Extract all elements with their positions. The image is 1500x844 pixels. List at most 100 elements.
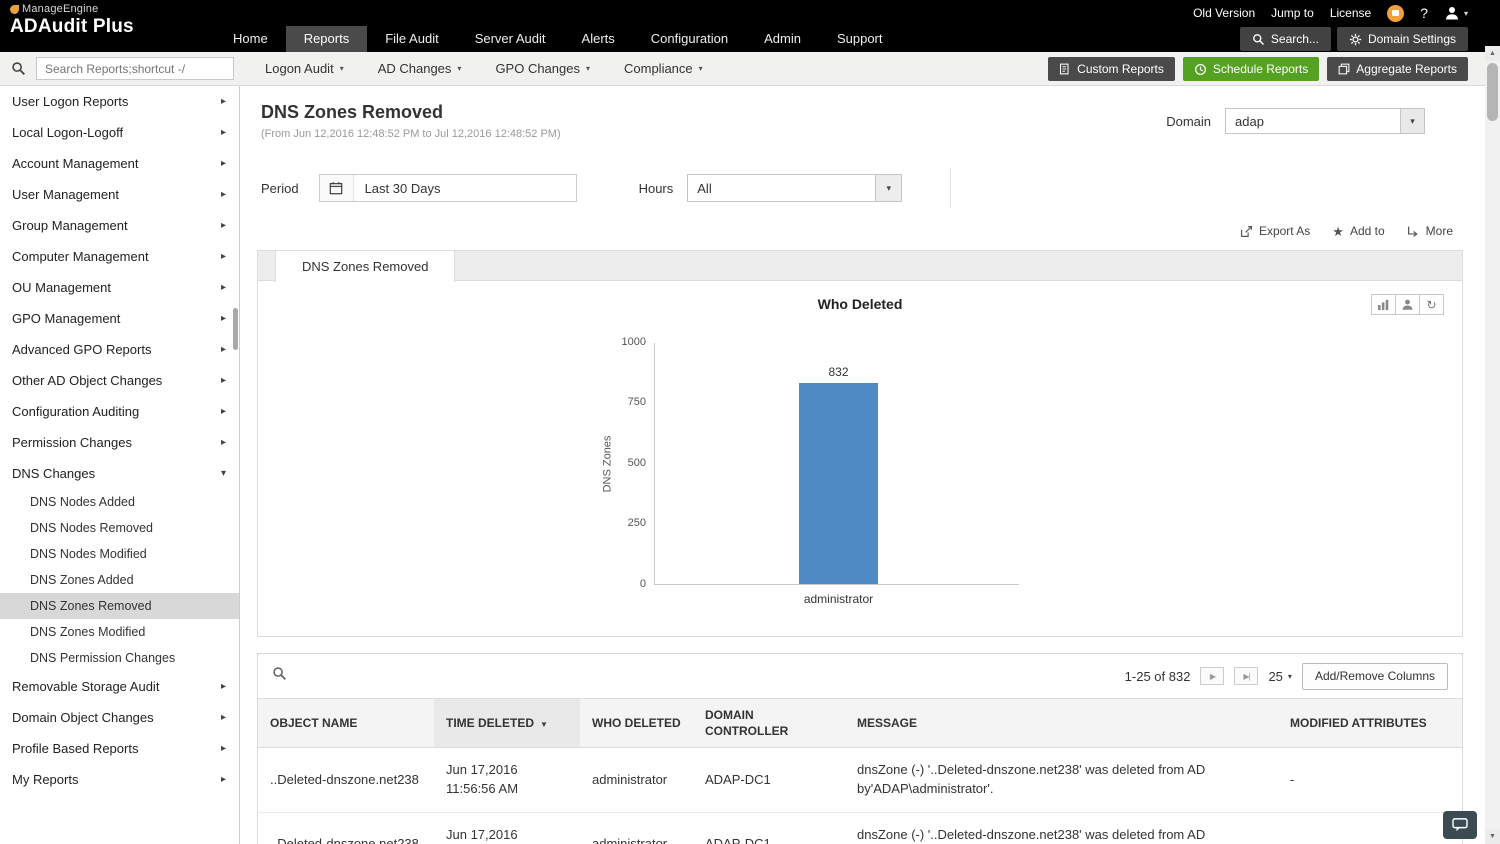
y-tick: 500	[627, 457, 646, 469]
help-icon[interactable]: ?	[1420, 5, 1428, 21]
topbar-actions: Search... Domain Settings	[1239, 27, 1468, 51]
column-header-time-deleted[interactable]: TIME DELETED ▼	[434, 697, 580, 749]
sidebar-item-dns-zones-removed[interactable]: DNS Zones Removed	[0, 593, 239, 619]
next-page-button[interactable]: ▶	[1200, 667, 1225, 685]
nav-server-audit[interactable]: Server Audit	[474, 31, 546, 46]
sidebar-item-label: Group Management	[12, 218, 128, 233]
custom-reports-button[interactable]: Custom Reports	[1048, 57, 1175, 81]
sidebar-item-domain-object-changes[interactable]: Domain Object Changes ▸	[0, 702, 239, 733]
column-header-object-name[interactable]: OBJECT NAME	[258, 697, 434, 749]
period-field[interactable]: Last 30 Days	[318, 174, 577, 202]
sidebar-item-other-ad-object-changes[interactable]: Other AD Object Changes ▸	[0, 365, 239, 396]
column-header-who-deleted[interactable]: WHO DELETED	[580, 697, 693, 749]
menu-label: AD Changes	[377, 61, 452, 76]
sidebar-item-group-management[interactable]: Group Management ▸	[0, 210, 239, 241]
chart-refresh-icon[interactable]: ↻	[1419, 294, 1444, 315]
license-link[interactable]: License	[1329, 6, 1372, 20]
chat-widget-button[interactable]	[1443, 811, 1477, 839]
nav-alerts[interactable]: Alerts	[581, 31, 615, 46]
nav-support[interactable]: Support	[836, 31, 883, 46]
chevron-down-icon: ▾	[1400, 109, 1424, 133]
search-icon[interactable]	[11, 61, 26, 81]
cell-message: dnsZone (-) '..Deleted-dnszone.net238' w…	[845, 747, 1278, 814]
chart-user-filter-icon[interactable]	[1395, 294, 1420, 315]
column-header-message[interactable]: MESSAGE	[845, 697, 1278, 749]
table-row[interactable]: ..Deleted-dnszone.net238 Jun 17,2016 11:…	[258, 812, 1462, 844]
page-size-select[interactable]: 25 ▾	[1268, 669, 1291, 684]
search-reports-input[interactable]	[36, 57, 234, 80]
domain-value: adap	[1235, 113, 1264, 129]
chart-type-icon[interactable]	[1371, 294, 1396, 315]
sidebar-scroll-thumb[interactable]	[233, 308, 238, 350]
global-search-button[interactable]: Search...	[1239, 27, 1331, 51]
tab-dns-zones-removed[interactable]: DNS Zones Removed	[275, 250, 456, 282]
sidebar-item-my-reports[interactable]: My Reports ▸	[0, 764, 239, 795]
domain-settings-button[interactable]: Domain Settings	[1336, 27, 1468, 51]
sidebar-item-user-logon-reports[interactable]: User Logon Reports ▸	[0, 86, 239, 117]
old-version-link[interactable]: Old Version	[1193, 6, 1256, 20]
cell-time-deleted: Jun 17,2016 11:56:56 AM	[434, 747, 580, 814]
feedback-icon[interactable]	[1387, 4, 1405, 22]
chevron-right-icon: ▸	[220, 406, 226, 417]
sidebar-item-permission-changes[interactable]: Permission Changes ▸	[0, 427, 239, 458]
sidebar-item-dns-zones-modified[interactable]: DNS Zones Modified	[30, 625, 146, 639]
nav-home[interactable]: Home	[233, 31, 268, 46]
schedule-reports-label: Schedule Reports	[1212, 62, 1309, 76]
sidebar-item-configuration-auditing[interactable]: Configuration Auditing ▸	[0, 396, 239, 427]
results-table: OBJECT NAME TIME DELETED ▼ WHO DELETED DO…	[258, 697, 1462, 844]
sidebar-item-dns-zones-added[interactable]: DNS Zones Added	[30, 573, 134, 587]
sidebar-item-dns-permission-changes[interactable]: DNS Permission Changes	[30, 651, 176, 665]
nav-admin[interactable]: Admin	[764, 31, 801, 46]
sidebar-item-local-logon-logoff[interactable]: Local Logon-Logoff ▸	[0, 117, 239, 148]
table-row[interactable]: ..Deleted-dnszone.net238 Jun 17,2016 11:…	[258, 747, 1462, 814]
scrollbar-thumb[interactable]	[1487, 63, 1498, 121]
sidebar-item-dns-nodes-added[interactable]: DNS Nodes Added	[30, 495, 135, 509]
more-link[interactable]: More	[1407, 224, 1453, 238]
sidebar-item-ou-management[interactable]: OU Management ▸	[0, 272, 239, 303]
hours-select[interactable]: All ▾	[687, 174, 903, 202]
sidebar-item-removable-storage-audit[interactable]: Removable Storage Audit ▸	[0, 671, 239, 702]
x-category-label: administrator	[803, 592, 874, 606]
hours-label: Hours	[638, 180, 674, 196]
page-scrollbar[interactable]: ▲ ▼	[1485, 46, 1500, 844]
account-menu[interactable]: ▾	[1444, 5, 1468, 21]
column-header-domain-controller[interactable]: DOMAIN CONTROLLER	[693, 697, 845, 749]
last-page-button[interactable]: ▶|	[1234, 667, 1259, 685]
sidebar-item-dns-nodes-modified[interactable]: DNS Nodes Modified	[30, 547, 147, 561]
sidebar-item-label: Local Logon-Logoff	[12, 125, 124, 140]
add-remove-columns-button[interactable]: Add/Remove Columns	[1301, 662, 1448, 690]
menu-logon-audit[interactable]: Logon Audit ▾	[248, 61, 361, 76]
column-header-modified-attributes[interactable]: MODIFIED ATTRIBUTES	[1278, 697, 1462, 749]
scroll-up-icon[interactable]: ▲	[1485, 46, 1500, 61]
nav-file-audit[interactable]: File Audit	[385, 31, 439, 46]
menu-gpo-changes[interactable]: GPO Changes ▾	[478, 61, 607, 76]
sidebar-item-advanced-gpo-reports[interactable]: Advanced GPO Reports ▸	[0, 334, 239, 365]
domain-selector: Domain adap ▾	[1166, 108, 1425, 134]
aggregate-reports-button[interactable]: Aggregate Reports	[1327, 57, 1468, 81]
schedule-reports-button[interactable]: Schedule Reports	[1182, 57, 1320, 81]
sidebar-item-user-management[interactable]: User Management ▸	[0, 179, 239, 210]
sidebar-item-computer-management[interactable]: Computer Management ▸	[0, 241, 239, 272]
sidebar-item-dns-changes[interactable]: DNS Changes ▾	[0, 458, 239, 489]
jump-to-link[interactable]: Jump to	[1271, 6, 1314, 20]
add-to-link[interactable]: ★ Add to	[1332, 224, 1384, 238]
sidebar-item-account-management[interactable]: Account Management ▸	[0, 148, 239, 179]
menu-ad-changes[interactable]: AD Changes ▾	[361, 61, 479, 76]
sidebar-item-dns-nodes-removed[interactable]: DNS Nodes Removed	[30, 521, 153, 535]
chevron-right-icon: ▸	[220, 375, 226, 386]
chart-bar[interactable]	[799, 383, 878, 584]
table-search-icon[interactable]	[272, 666, 287, 686]
sidebar-item-profile-based-reports[interactable]: Profile Based Reports ▸	[0, 733, 239, 764]
sidebar-item-label: Computer Management	[12, 249, 149, 264]
sidebar-item-label: Profile Based Reports	[12, 741, 139, 756]
toolbar-buttons: Custom Reports Schedule Reports Aggregat…	[1048, 57, 1468, 81]
export-as-link[interactable]: Export As	[1240, 224, 1310, 238]
chevron-down-icon: ▾	[220, 468, 226, 479]
nav-configuration[interactable]: Configuration	[650, 31, 729, 46]
nav-reports[interactable]: Reports	[285, 26, 368, 52]
scroll-down-icon[interactable]: ▼	[1485, 829, 1500, 844]
pagination-status: 1-25 of 832	[1124, 668, 1191, 684]
sidebar-item-gpo-management[interactable]: GPO Management ▸	[0, 303, 239, 334]
menu-compliance[interactable]: Compliance ▾	[607, 61, 720, 76]
domain-select[interactable]: adap ▾	[1225, 108, 1425, 134]
